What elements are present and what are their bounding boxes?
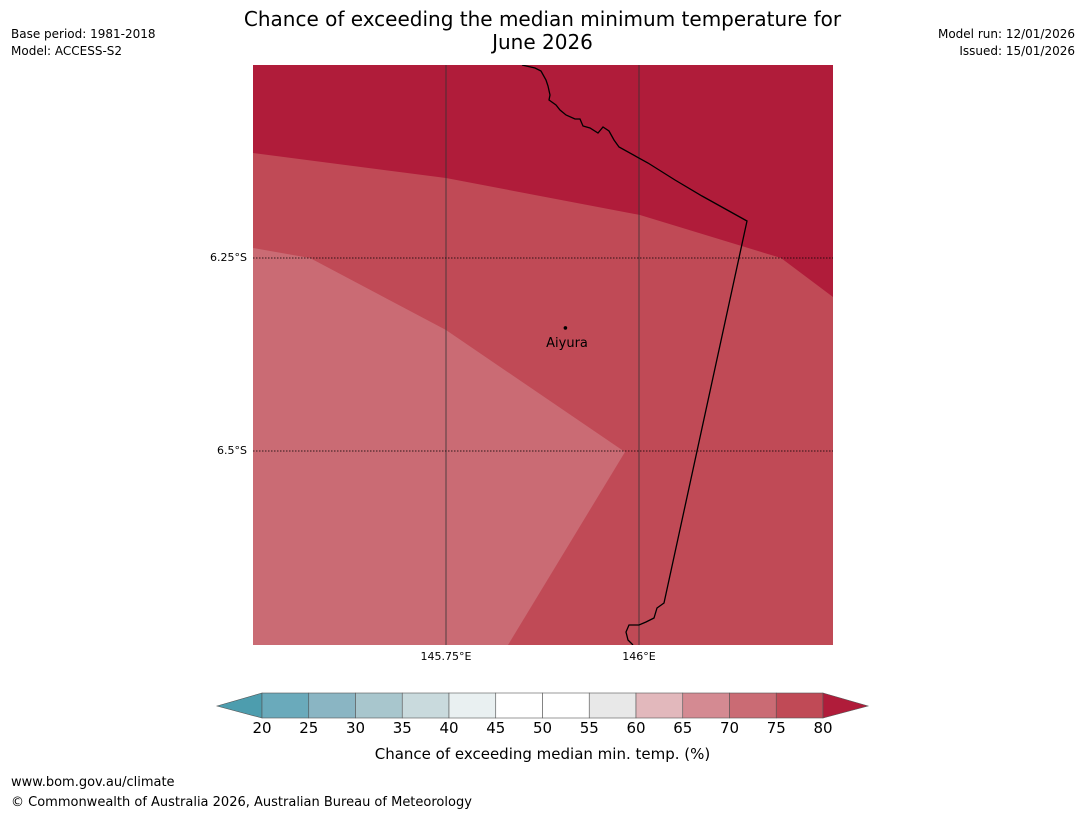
title-line-2: June 2026 xyxy=(492,30,593,54)
colorbar-tick-60: 60 xyxy=(626,719,646,737)
footer-url[interactable]: www.bom.gov.au/climate xyxy=(11,775,175,790)
colorbar-tick-20: 20 xyxy=(252,719,272,737)
colorbar-tick-40: 40 xyxy=(439,719,459,737)
colorbar-tick-25: 25 xyxy=(299,719,319,737)
colorbar-tick-35: 35 xyxy=(392,719,412,737)
title-line-1: Chance of exceeding the median minimum t… xyxy=(243,7,842,31)
lat-label-6-25: 6.25°S xyxy=(210,251,247,264)
footer-copyright: © Commonwealth of Australia 2026, Austra… xyxy=(11,795,472,810)
border-line xyxy=(521,65,748,645)
colorbar-tick-70: 70 xyxy=(719,719,740,737)
header-right: Model run: 12/01/2026 Issued: 15/01/2026 xyxy=(938,26,1075,60)
model-run-text: Model run: 12/01/2026 xyxy=(937,27,1075,41)
colorbar-tick-55: 55 xyxy=(579,719,599,737)
colorbar-tick-45: 45 xyxy=(486,719,506,737)
aiyura-location-marker xyxy=(563,326,568,330)
zone-70-75 xyxy=(253,248,625,645)
zone-above-80 xyxy=(253,65,833,297)
model-text: Model: ACCESS-S2 xyxy=(11,44,123,58)
map-title: Chance of exceeding the median minimum t… xyxy=(0,8,1085,54)
place-label-aiyura: Aiyura xyxy=(546,336,588,351)
header-left: Base period: 1981-2018 Model: ACCESS-S2 xyxy=(11,26,156,60)
colorbar-tick-65: 65 xyxy=(673,719,693,737)
colorbar-tick-80: 80 xyxy=(813,719,833,737)
colorbar-tick-75: 75 xyxy=(766,719,786,737)
issued-text: Issued: 15/01/2026 xyxy=(959,44,1075,58)
colorbar-tick-30: 30 xyxy=(345,719,366,737)
lat-label-6-5: 6.5°S xyxy=(217,444,247,457)
lon-label-146: 146°E xyxy=(622,650,656,663)
lon-label-145-75: 145.75°E xyxy=(420,650,472,663)
colorbar-tick-50: 50 xyxy=(532,719,553,737)
colorbar-label: Chance of exceeding median min. temp. (%… xyxy=(374,745,711,763)
base-period-text: Base period: 1981-2018 xyxy=(11,27,156,41)
